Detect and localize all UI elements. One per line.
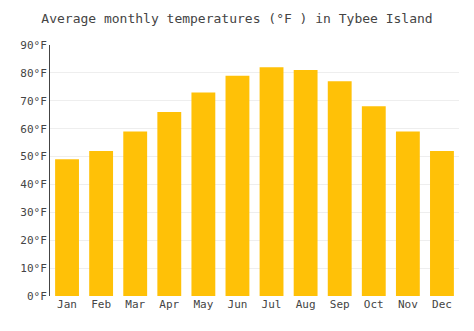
svg-text:50°F: 50°F xyxy=(20,150,47,163)
svg-text:30°F: 30°F xyxy=(20,206,47,219)
svg-text:Mar: Mar xyxy=(125,298,145,311)
svg-text:Nov: Nov xyxy=(398,298,418,311)
svg-text:Oct: Oct xyxy=(364,298,384,311)
svg-text:Dec: Dec xyxy=(432,298,452,311)
svg-text:70°F: 70°F xyxy=(20,95,47,108)
svg-text:Jun: Jun xyxy=(228,298,248,311)
svg-text:90°F: 90°F xyxy=(20,39,47,52)
svg-text:80°F: 80°F xyxy=(20,67,47,80)
svg-text:Jan: Jan xyxy=(57,298,77,311)
svg-text:20°F: 20°F xyxy=(20,234,47,247)
svg-text:Feb: Feb xyxy=(91,298,111,311)
svg-text:60°F: 60°F xyxy=(20,123,47,136)
svg-text:Aug: Aug xyxy=(296,298,316,311)
svg-text:Apr: Apr xyxy=(159,298,179,311)
svg-text:Jul: Jul xyxy=(262,298,282,311)
svg-text:May: May xyxy=(193,298,213,311)
svg-text:40°F: 40°F xyxy=(20,178,47,191)
svg-text:0°F: 0°F xyxy=(27,290,47,303)
svg-text:Sep: Sep xyxy=(330,298,350,311)
svg-text:Average monthly temperatures (: Average monthly temperatures (°F ) in Ty… xyxy=(41,11,432,26)
svg-text:10°F: 10°F xyxy=(20,262,47,275)
